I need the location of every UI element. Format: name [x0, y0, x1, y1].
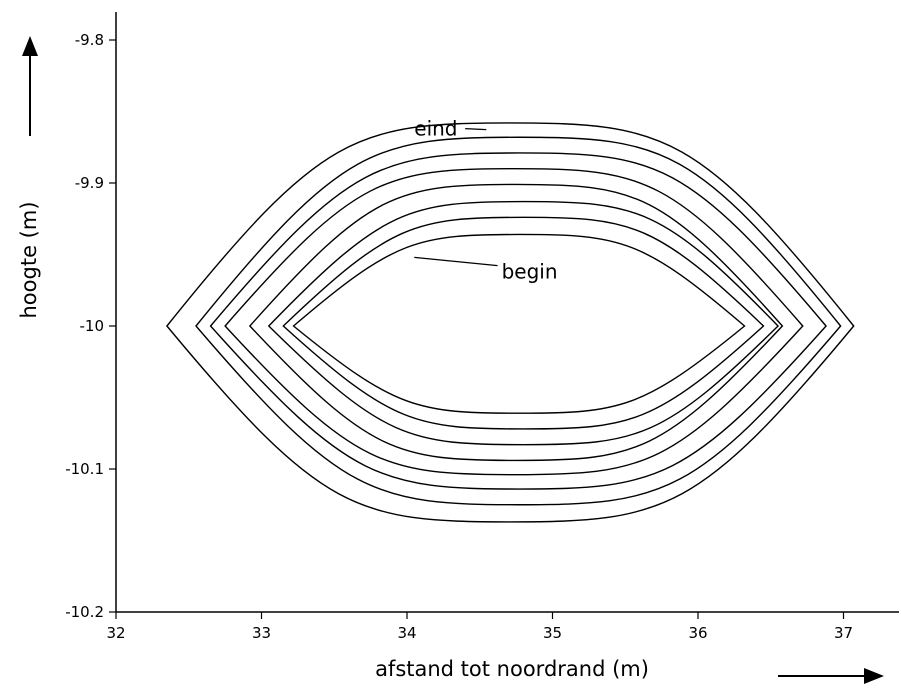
series-line — [282, 216, 765, 430]
annotation-pointer — [414, 256, 498, 267]
x-tick-label: 36 — [688, 624, 707, 642]
series-line — [292, 233, 746, 414]
annotation-begin: begin — [502, 260, 558, 284]
y-tick-label: -9.8 — [75, 31, 104, 49]
x-tick-label: 35 — [543, 624, 562, 642]
series-line — [166, 122, 855, 523]
y-tick-label: -10 — [80, 317, 105, 335]
x-axis-label: afstand tot noordrand (m) — [375, 657, 649, 681]
series-line — [195, 136, 842, 506]
annotation-pointer — [465, 128, 487, 131]
y-tick-label: -10.1 — [65, 460, 104, 478]
y-direction-arrow-head — [22, 36, 38, 56]
series-line — [267, 200, 780, 446]
annotation-eind: eind — [414, 117, 457, 141]
x-tick-label: 37 — [834, 624, 853, 642]
y-tick-label: -9.9 — [75, 174, 104, 192]
axes: 32 33 34 35 36 37 -9.8 -9.9 -10 -10.1 -10.2 — [65, 12, 899, 642]
x-tick-label: 34 — [397, 624, 416, 642]
x-tick-label: 32 — [106, 624, 125, 642]
series-group — [166, 122, 855, 523]
axis-arrows — [22, 36, 884, 684]
y-tick-label: -10.2 — [65, 603, 104, 621]
series-line — [209, 152, 827, 490]
series-line — [248, 183, 784, 462]
series-line — [224, 167, 804, 476]
annotations: eind begin — [414, 117, 558, 284]
x-direction-arrow-head — [864, 668, 884, 684]
x-tick-label: 33 — [252, 624, 271, 642]
y-axis-label: hoogte (m) — [17, 201, 41, 318]
